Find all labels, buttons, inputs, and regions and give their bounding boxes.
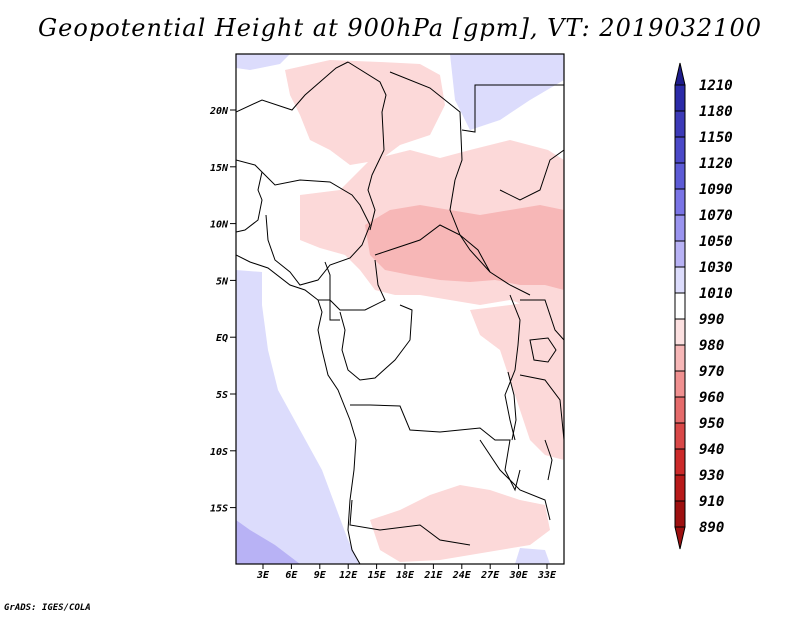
lat-tick-label: 10N <box>210 220 229 231</box>
colorbar-segment <box>674 500 686 528</box>
border-car <box>374 224 531 296</box>
colorbar-top-arrow <box>674 62 686 86</box>
colorbar-segment <box>674 162 686 190</box>
shade-high-northwest <box>236 54 290 70</box>
colorbar-label: 950 <box>699 416 724 432</box>
border-drc-south <box>350 404 521 492</box>
lat-tick-label: 5N <box>216 276 229 287</box>
border-algeria-mali <box>347 61 387 151</box>
longitude-axis: 3E 6E 9E 12E 15E 18E 21E 24E 27E 30E 33E <box>256 564 557 581</box>
colorbar-segment <box>674 370 686 398</box>
country-borders <box>236 61 564 564</box>
shade-mid-core <box>365 205 564 290</box>
colorbar-segment <box>674 318 686 346</box>
colorbar-label: 1050 <box>699 234 733 250</box>
latitude-axis: 20N 15N 10N 5N EQ 5S 10S 15S <box>209 106 236 515</box>
lon-tick-label: 24E <box>452 570 472 581</box>
colorbar-label: 1210 <box>699 78 733 94</box>
lon-tick-label: 27E <box>480 570 500 581</box>
border-drc-east <box>504 294 521 441</box>
colorbar-label: 940 <box>699 442 724 458</box>
lon-tick-label: 9E <box>314 570 327 581</box>
lon-tick-label: 15E <box>368 570 387 581</box>
colorbar-segment <box>674 474 686 502</box>
shade-high-northeast <box>450 54 564 130</box>
border-egypt-sudan <box>461 84 564 133</box>
colorbar-label: 960 <box>699 390 724 406</box>
border-gabon <box>318 299 340 321</box>
lake-tanganyika <box>507 371 517 441</box>
chart-title: Geopotential Height at 900hPa [gpm], VT:… <box>38 14 762 42</box>
border-kenya-uganda <box>520 299 564 341</box>
map-frame <box>235 53 565 565</box>
geopotential-shading <box>236 54 564 564</box>
colorbar-label: 910 <box>699 494 724 510</box>
colorbar-segment <box>674 188 686 216</box>
shade-low-north <box>285 60 445 165</box>
colorbar-segment <box>674 344 686 372</box>
colorbar-label: 1030 <box>699 260 733 276</box>
coastline-west <box>236 254 361 564</box>
colorbar-label: 1090 <box>699 182 733 198</box>
colorbar-label: 1010 <box>699 286 733 302</box>
lat-tick-label: 15N <box>210 163 229 174</box>
colorbar-label: 930 <box>699 468 724 484</box>
lon-tick-label: 21E <box>423 570 443 581</box>
border-tanzania <box>519 374 564 441</box>
lake-victoria <box>529 337 557 363</box>
colorbar-segment <box>674 266 686 294</box>
lon-tick-label: 3E <box>256 570 270 581</box>
shade-high-west <box>236 270 360 564</box>
lat-tick-label: 10S <box>210 447 228 458</box>
lon-tick-label: 33E <box>537 570 557 581</box>
lat-tick-label: 5S <box>216 390 228 401</box>
credit-text: GrADS: IGES/COLA <box>4 603 91 613</box>
border-congo <box>339 304 413 381</box>
border-niger-chad <box>367 149 385 231</box>
border-angola <box>349 499 471 546</box>
border-mauritania <box>236 61 349 113</box>
colorbar-segment <box>674 214 686 242</box>
colorbar-segment <box>674 396 686 424</box>
border-cameroon <box>324 259 386 311</box>
lake-malawi <box>544 439 553 481</box>
colorbar-segment <box>674 240 686 268</box>
colorbar-label: 1180 <box>699 104 733 120</box>
colorbar-segment <box>674 84 686 112</box>
shade-low-south <box>370 485 550 562</box>
colorbar-segment <box>674 110 686 138</box>
lon-tick-label: 30E <box>509 570 529 581</box>
shade-higher-southwest <box>236 520 300 564</box>
colorbar-label: 1070 <box>699 208 733 224</box>
colorbar-segment <box>674 136 686 164</box>
colorbar-segment <box>674 448 686 476</box>
shade-low-east <box>470 300 564 460</box>
colorbar-segment <box>674 292 686 320</box>
lon-tick-label: 6E <box>285 570 298 581</box>
border-west-small <box>236 159 263 233</box>
lat-tick-label: EQ <box>216 333 228 344</box>
colorbar-label: 990 <box>699 312 724 328</box>
lat-tick-label: 20N <box>209 106 229 117</box>
border-east-africa <box>499 149 564 201</box>
border-nigeria <box>261 171 371 286</box>
colorbar-label: 1150 <box>699 130 733 146</box>
colorbar: 1210 1180 1150 1120 1090 1070 1050 1030 1010 990 9… <box>674 62 733 550</box>
colorbar-bottom-arrow <box>674 526 686 550</box>
lat-tick-label: 15S <box>210 504 228 515</box>
border-zambia <box>479 439 551 521</box>
colorbar-label: 980 <box>699 338 724 354</box>
shade-high-southeast <box>515 548 550 564</box>
colorbar-segment <box>674 422 686 450</box>
lon-tick-label: 12E <box>339 570 358 581</box>
colorbar-label: 1120 <box>699 156 733 172</box>
border-libya-chad <box>389 71 463 181</box>
lon-tick-label: 18E <box>396 570 415 581</box>
colorbar-label: 970 <box>699 364 724 380</box>
colorbar-label: 890 <box>699 520 724 536</box>
